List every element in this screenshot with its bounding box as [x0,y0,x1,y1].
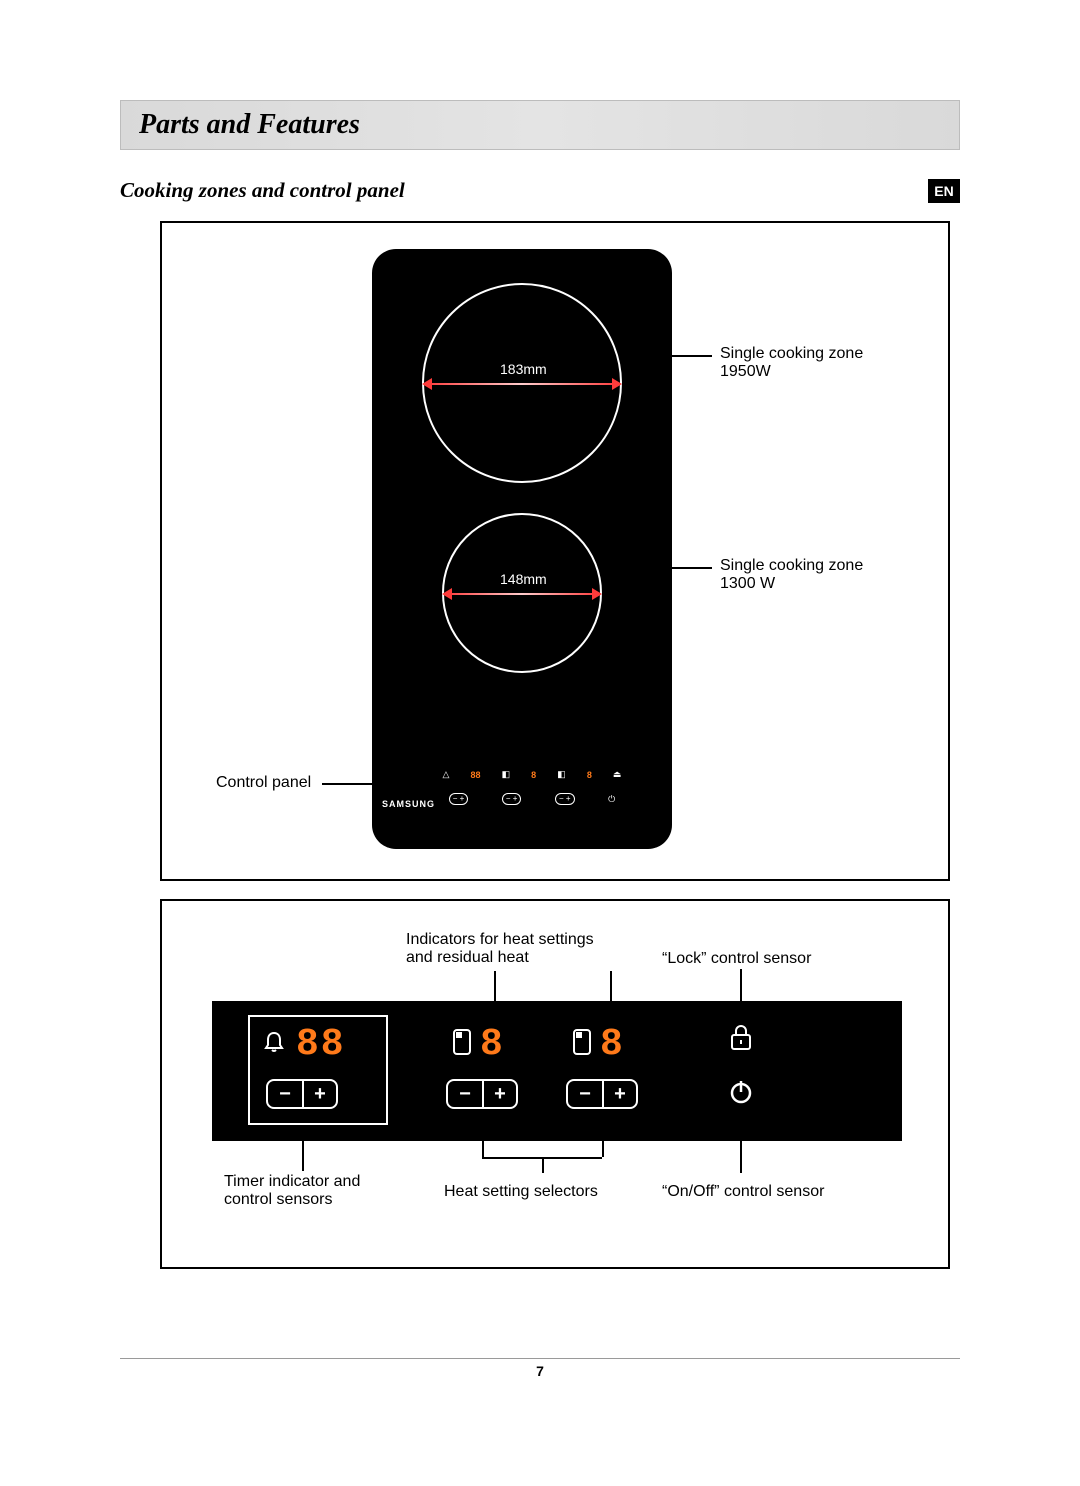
callout-control-panel: Control panel [216,774,311,792]
brand-label: SAMSUNG [382,799,435,809]
section-title-bar: Parts and Features [120,100,960,150]
callout-text: Timer indicator and [224,1173,360,1191]
leader-line [322,783,382,785]
figure-cooking-zones: 183mm 148mm △ 88 ◧ 8 ◧ 8 ⏏ − + − + − + ⏻ [160,221,950,881]
section-subtitle: Cooking zones and control panel [120,178,405,203]
callout-text: 1950W [720,363,863,381]
burner-icon [452,1028,472,1062]
burner-icon: ◧ [502,769,511,780]
section-title: Parts and Features [139,109,360,141]
diameter-label-bottom: 148mm [500,571,547,587]
burner-icon [572,1028,592,1062]
callout-lock-sensor: “Lock” control sensor [662,950,811,968]
callout-zone-top: Single cooking zone 1950W [720,345,863,381]
heat-display-2: 8 [600,1023,625,1066]
callout-heat-indicators: Indicators for heat settings and residua… [406,931,594,967]
power-icon[interactable] [728,1079,754,1111]
diameter-arrow-bottom [444,593,600,595]
callout-timer: Timer indicator and control sensors [224,1173,360,1209]
callout-text: control sensors [224,1191,360,1209]
heat-1-plus-minus[interactable]: − + [446,1079,518,1109]
callout-text: 1300 W [720,575,863,593]
mini-pm-button: − + [555,793,575,805]
minus-button[interactable]: − [568,1081,602,1107]
callout-onoff-sensor: “On/Off” control sensor [662,1183,824,1201]
mini-control-panel: △ 88 ◧ 8 ◧ 8 ⏏ − + − + − + ⏻ [432,769,632,819]
burner-icon: ◧ [557,769,566,780]
plus-button[interactable]: + [302,1081,336,1107]
diameter-label-top: 183mm [500,361,547,377]
mini-pm-button: − + [502,793,522,805]
language-badge: EN [928,179,960,203]
plus-button[interactable]: + [482,1081,516,1107]
leader-line [620,355,712,357]
leader-line [740,1123,742,1173]
power-icon: ⏻ [608,794,615,805]
timer-plus-minus[interactable]: − + [266,1079,338,1109]
callout-text: Indicators for heat settings [406,931,594,949]
callout-text: and residual heat [406,949,594,967]
footer-rule [120,1358,960,1359]
lock-icon: ⏏ [613,769,622,780]
leader-line [302,1131,304,1171]
bell-icon [262,1030,286,1060]
heat-2-plus-minus[interactable]: − + [566,1079,638,1109]
mini-pm-button: − + [449,793,469,805]
plus-button[interactable]: + [602,1081,636,1107]
minus-button[interactable]: − [448,1081,482,1107]
leader-line [542,1157,544,1173]
callout-zone-bottom: Single cooking zone 1300 W [720,557,863,593]
bell-icon: △ [443,769,450,780]
heat-display-1: 8 [480,1023,505,1066]
callout-heat-selectors: Heat setting selectors [444,1183,598,1201]
page-number: 7 [120,1363,960,1379]
timer-display: 88 [296,1023,346,1066]
leader-line [482,1121,484,1157]
subheader-row: Cooking zones and control panel EN [120,178,960,203]
leader-line [602,1121,604,1157]
diameter-arrow-top [424,383,620,385]
callout-text: Single cooking zone [720,557,863,575]
minus-button[interactable]: − [268,1081,302,1107]
leader-line [600,567,712,569]
figure-control-panel-detail: Indicators for heat settings and residua… [160,899,950,1269]
mini-timer-display: 88 [471,770,481,780]
mini-heat-display-1: 8 [531,770,536,780]
control-panel-large: 88 − + 8 − + [212,1001,902,1141]
mini-heat-display-2: 8 [587,770,592,780]
callout-text: Single cooking zone [720,345,863,363]
cooktop-diagram: 183mm 148mm △ 88 ◧ 8 ◧ 8 ⏏ − + − + − + ⏻ [372,249,672,849]
lock-icon[interactable] [728,1023,754,1059]
